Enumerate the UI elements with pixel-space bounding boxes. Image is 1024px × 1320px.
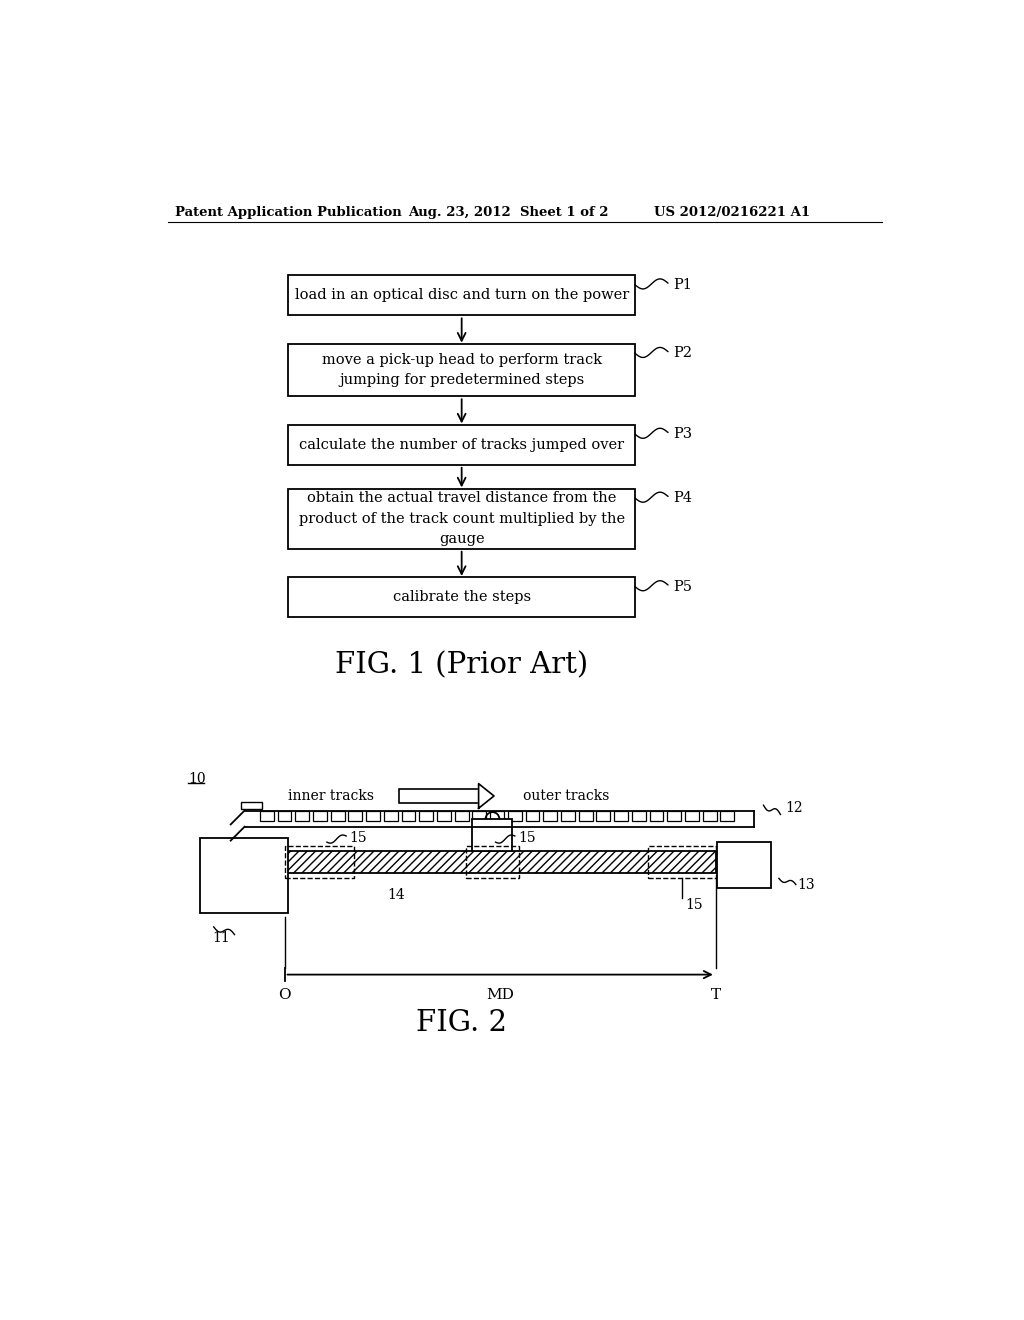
Bar bbox=[614, 810, 628, 821]
Bar bbox=[285, 851, 716, 873]
Text: Aug. 23, 2012  Sheet 1 of 2: Aug. 23, 2012 Sheet 1 of 2 bbox=[408, 206, 608, 219]
Text: 15: 15 bbox=[518, 832, 536, 845]
Text: FIG. 1 (Prior Art): FIG. 1 (Prior Art) bbox=[335, 651, 588, 680]
Bar bbox=[720, 810, 734, 821]
Bar bbox=[717, 842, 771, 888]
Text: outer tracks: outer tracks bbox=[523, 789, 609, 803]
Bar bbox=[596, 810, 610, 821]
Text: 15: 15 bbox=[349, 832, 367, 845]
Bar bbox=[401, 810, 416, 821]
Text: 15: 15 bbox=[685, 898, 702, 912]
Bar bbox=[398, 789, 478, 803]
Bar bbox=[331, 810, 345, 821]
Bar bbox=[466, 846, 518, 878]
Text: P2: P2 bbox=[674, 346, 692, 360]
Bar bbox=[289, 577, 635, 618]
Bar bbox=[285, 846, 354, 878]
Text: P4: P4 bbox=[674, 491, 692, 506]
Text: P3: P3 bbox=[674, 428, 692, 441]
Bar bbox=[632, 810, 646, 821]
Text: calculate the number of tracks jumped over: calculate the number of tracks jumped ov… bbox=[299, 438, 625, 451]
Bar bbox=[702, 810, 717, 821]
Bar bbox=[525, 810, 540, 821]
Bar bbox=[367, 810, 380, 821]
Text: P1: P1 bbox=[674, 277, 692, 292]
Polygon shape bbox=[478, 784, 494, 808]
Bar bbox=[455, 810, 469, 821]
Bar bbox=[289, 488, 635, 549]
Bar bbox=[472, 810, 486, 821]
Text: obtain the actual travel distance from the
product of the track count multiplied: obtain the actual travel distance from t… bbox=[299, 491, 625, 546]
Bar bbox=[348, 810, 362, 821]
Bar bbox=[668, 810, 681, 821]
Text: O: O bbox=[279, 989, 291, 1002]
Text: T: T bbox=[711, 989, 721, 1002]
Text: move a pick-up head to perform track
jumping for predetermined steps: move a pick-up head to perform track jum… bbox=[322, 352, 602, 388]
Bar bbox=[579, 810, 593, 821]
Bar bbox=[419, 810, 433, 821]
Bar bbox=[384, 810, 397, 821]
Bar bbox=[508, 810, 521, 821]
Text: US 2012/0216221 A1: US 2012/0216221 A1 bbox=[654, 206, 810, 219]
Bar bbox=[289, 345, 635, 396]
Text: calibrate the steps: calibrate the steps bbox=[392, 590, 530, 605]
Bar bbox=[544, 810, 557, 821]
Bar bbox=[561, 810, 574, 821]
Bar bbox=[295, 810, 309, 821]
Bar bbox=[472, 818, 512, 851]
Text: 12: 12 bbox=[785, 801, 803, 816]
Text: MD: MD bbox=[486, 989, 514, 1002]
Bar bbox=[437, 810, 451, 821]
Text: Patent Application Publication: Patent Application Publication bbox=[175, 206, 402, 219]
Text: 10: 10 bbox=[188, 772, 206, 787]
Bar bbox=[685, 810, 698, 821]
Text: P5: P5 bbox=[674, 579, 692, 594]
Text: load in an optical disc and turn on the power: load in an optical disc and turn on the … bbox=[295, 289, 629, 302]
Bar bbox=[649, 810, 664, 821]
Text: 11: 11 bbox=[212, 931, 230, 945]
Bar bbox=[200, 838, 289, 913]
Text: 14: 14 bbox=[387, 887, 406, 902]
Text: inner tracks: inner tracks bbox=[288, 789, 374, 803]
Bar bbox=[289, 425, 635, 465]
Bar bbox=[289, 276, 635, 315]
Bar bbox=[241, 803, 262, 809]
Bar bbox=[278, 810, 292, 821]
Bar bbox=[490, 810, 504, 821]
Text: 13: 13 bbox=[798, 878, 815, 891]
Bar bbox=[260, 810, 273, 821]
Bar bbox=[648, 846, 716, 878]
Text: FIG. 2: FIG. 2 bbox=[416, 1010, 507, 1038]
Bar bbox=[313, 810, 327, 821]
